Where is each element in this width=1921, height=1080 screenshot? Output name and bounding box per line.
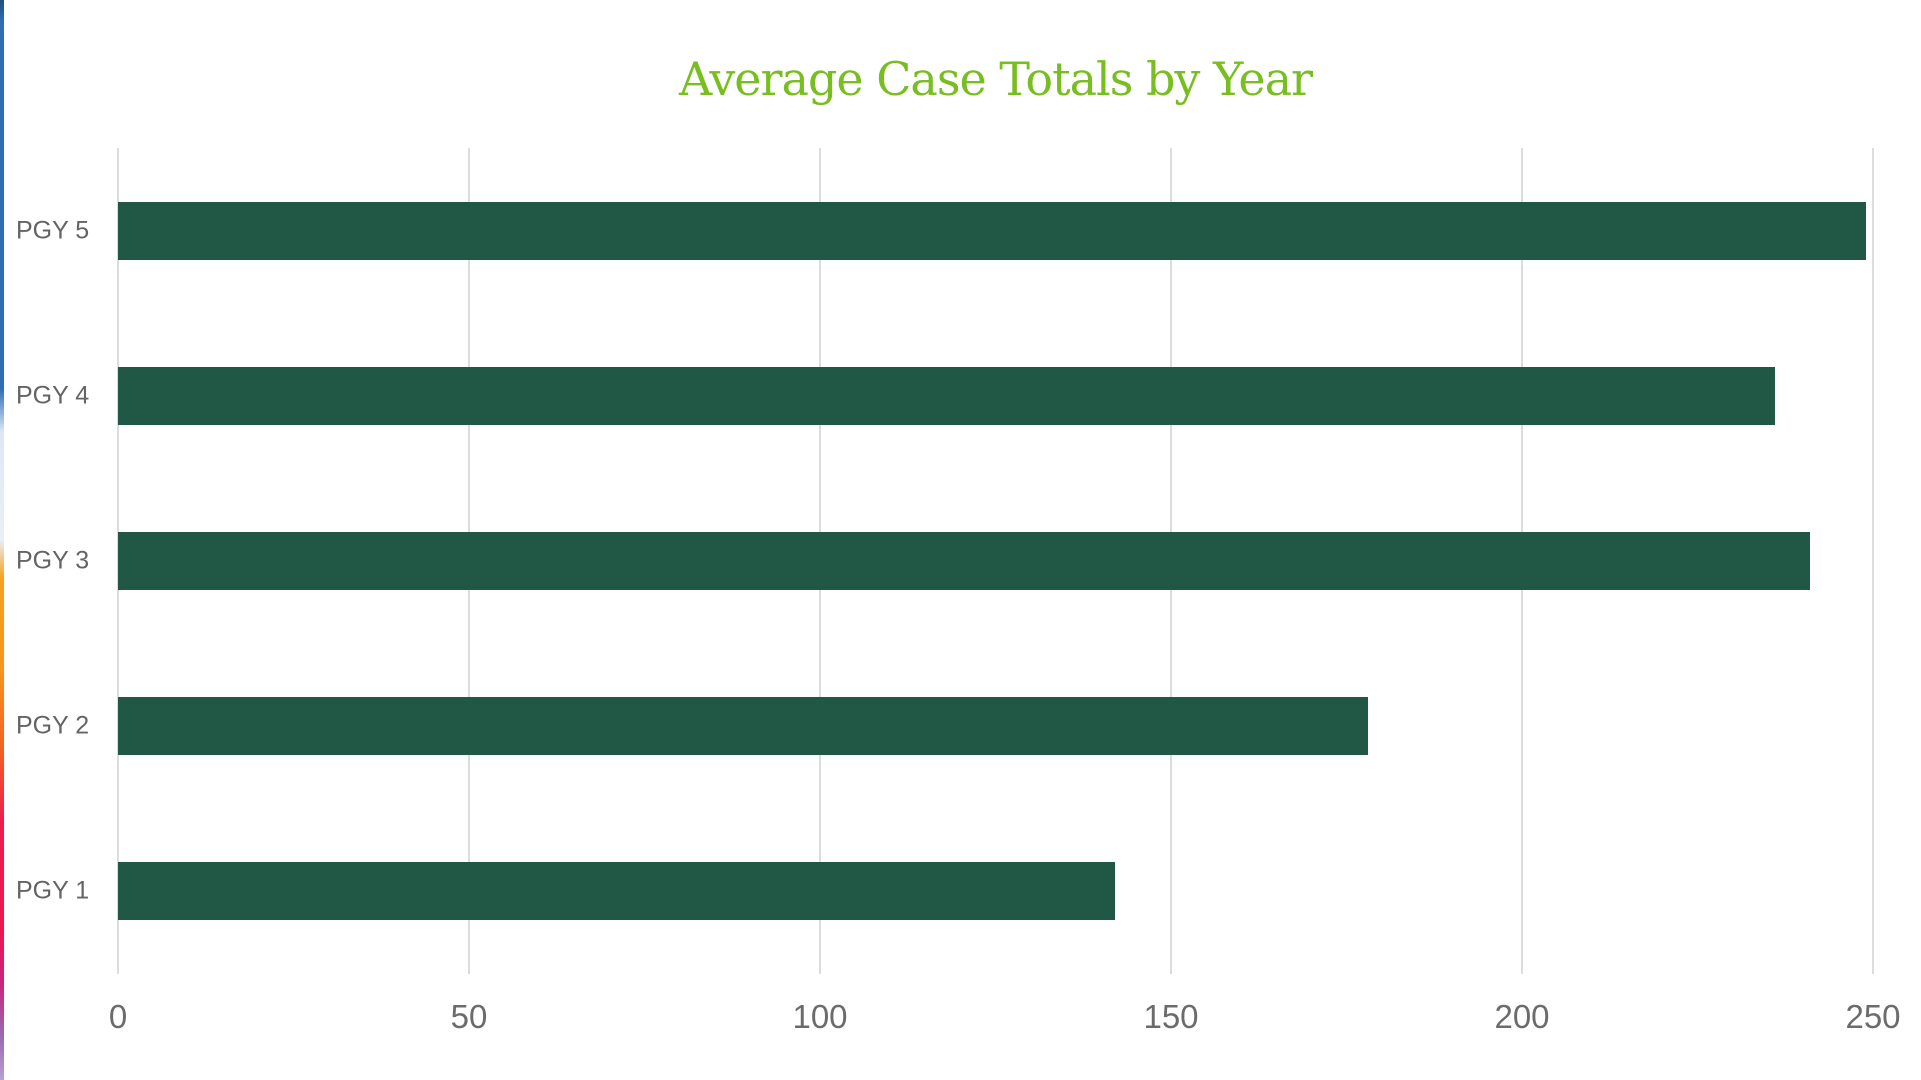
bar-row bbox=[118, 809, 1873, 974]
y-axis-label-pgy-5: PGY 5 bbox=[16, 216, 90, 245]
bar-pgy-4[interactable] bbox=[118, 366, 1775, 425]
y-axis-label-pgy-3: PGY 3 bbox=[16, 546, 90, 575]
x-axis-tick-label: 0 bbox=[108, 998, 128, 1035]
bar-row bbox=[118, 644, 1873, 809]
x-axis-tick-label: 150 bbox=[1143, 998, 1199, 1035]
y-axis-label-pgy-4: PGY 4 bbox=[16, 381, 90, 410]
bar-row bbox=[118, 148, 1873, 313]
y-axis-label-pgy-2: PGY 2 bbox=[16, 711, 90, 740]
bar-pgy-5[interactable] bbox=[118, 201, 1866, 260]
x-axis-tick-label: 200 bbox=[1494, 998, 1550, 1035]
y-axis-label-pgy-1: PGY 1 bbox=[16, 876, 90, 905]
x-axis-tick-label: 250 bbox=[1845, 998, 1901, 1035]
bar-pgy-1[interactable] bbox=[118, 862, 1115, 921]
x-axis-tick-label: 100 bbox=[792, 998, 848, 1035]
bar-row bbox=[118, 478, 1873, 643]
chart-title: Average Case Totals by Year bbox=[678, 52, 1313, 106]
left-edge-gradient-strip bbox=[0, 0, 4, 1080]
bar-pgy-3[interactable] bbox=[118, 531, 1810, 590]
gridline-x-250 bbox=[1872, 148, 1874, 974]
bar-pgy-2[interactable] bbox=[118, 697, 1368, 756]
bar-row bbox=[118, 313, 1873, 478]
plot-area bbox=[117, 148, 1874, 974]
x-axis-tick-label: 50 bbox=[450, 998, 488, 1035]
